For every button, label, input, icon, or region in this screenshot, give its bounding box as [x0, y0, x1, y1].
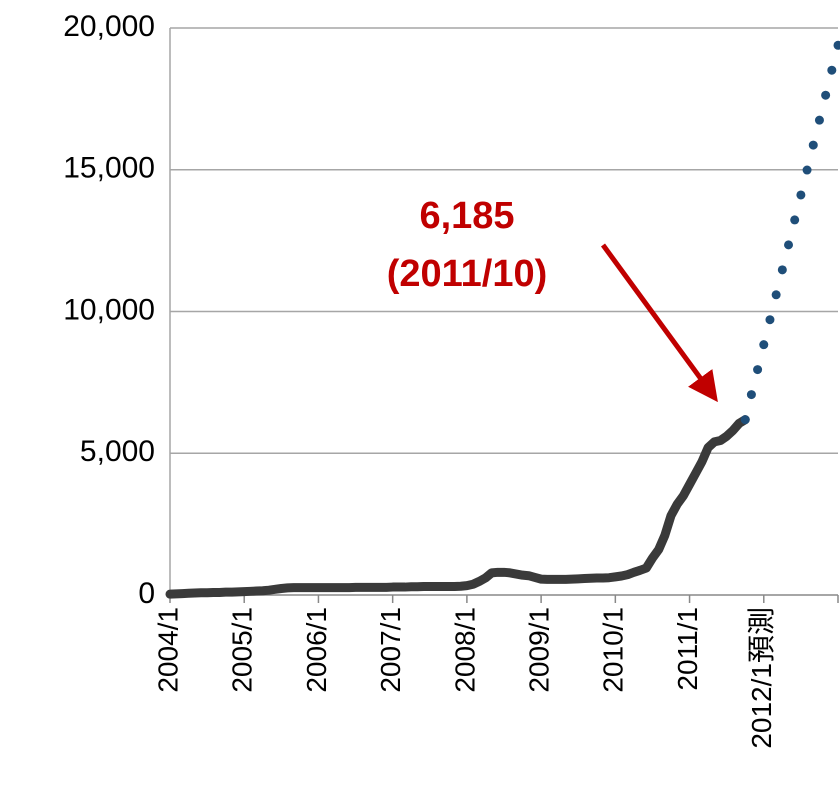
forecast-point — [796, 190, 806, 200]
forecast-point — [753, 365, 763, 375]
y-tick-label: 10,000 — [63, 293, 155, 326]
y-tick-label: 0 — [138, 577, 155, 610]
forecast-point — [790, 215, 800, 225]
forecast-point — [771, 290, 781, 300]
x-tick-label: 2004/1 — [152, 607, 183, 693]
forecast-point — [740, 415, 750, 425]
forecast-point — [746, 390, 756, 400]
x-tick-label: 2007/1 — [375, 607, 406, 693]
x-tick-label: 2008/1 — [449, 607, 480, 693]
forecast-point — [765, 315, 775, 325]
forecast-point — [821, 90, 831, 100]
annotation-text: 6,185 — [419, 195, 514, 237]
y-tick-label: 15,000 — [63, 152, 155, 185]
forecast-point — [833, 40, 840, 50]
forecast-point — [759, 340, 769, 350]
forecast-point — [814, 115, 824, 125]
forecast-point — [777, 265, 787, 275]
x-tick-label: 2012/1預測 — [746, 607, 777, 749]
x-tick-label: 2006/1 — [301, 607, 332, 693]
forecast-point — [784, 240, 794, 250]
line-series — [165, 415, 750, 599]
forecast-point — [802, 165, 812, 175]
plot: 0 5,000 10,000 15,000 20,000 2004/1 2005/1 2006… — [63, 10, 840, 749]
forecast-point — [827, 65, 837, 75]
annotation-text: (2011/10) — [387, 253, 548, 295]
x-tick-label: 2005/1 — [227, 607, 258, 693]
y-tick-label: 5,000 — [80, 435, 155, 468]
x-tick-label: 2010/1 — [598, 607, 629, 693]
y-tick-label: 20,000 — [63, 10, 155, 43]
x-tick-label: 2011/1 — [672, 607, 703, 691]
x-tick-label: 2009/1 — [524, 607, 555, 693]
forecast-point — [808, 140, 818, 150]
annotation-arrow — [600, 243, 718, 403]
